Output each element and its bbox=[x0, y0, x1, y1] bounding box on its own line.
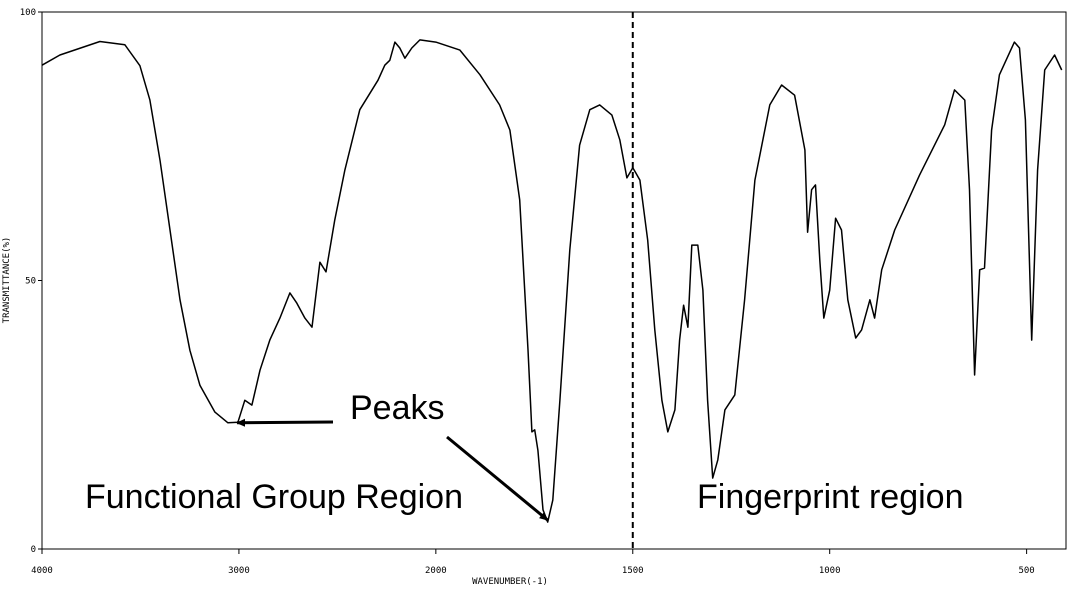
y-tick-label: 0 bbox=[31, 545, 36, 555]
x-tick-label: 3000 bbox=[228, 566, 250, 576]
x-tick-label: 500 bbox=[1018, 566, 1034, 576]
x-tick-label: 2000 bbox=[425, 566, 447, 576]
y-tick-label: 50 bbox=[25, 277, 36, 287]
spectrum-line bbox=[41, 39, 1063, 523]
y-tick-label: 100 bbox=[20, 8, 36, 18]
x-tick-label: 1000 bbox=[819, 566, 841, 576]
x-tick-label: 1500 bbox=[622, 566, 644, 576]
x-tick-label: 4000 bbox=[31, 566, 53, 576]
annotation-arrow bbox=[236, 418, 334, 427]
plot-frame bbox=[41, 11, 1067, 550]
x-axis-label: WAVENUMBER(-1) bbox=[472, 577, 548, 587]
annotation: Fingerprint region bbox=[697, 478, 963, 516]
annotation-arrow bbox=[446, 435, 549, 522]
annotation: Peaks bbox=[350, 389, 445, 427]
y-axis-label: TRANSMITTANCE(%) bbox=[2, 237, 12, 324]
annotation: Functional Group Region bbox=[85, 478, 463, 516]
